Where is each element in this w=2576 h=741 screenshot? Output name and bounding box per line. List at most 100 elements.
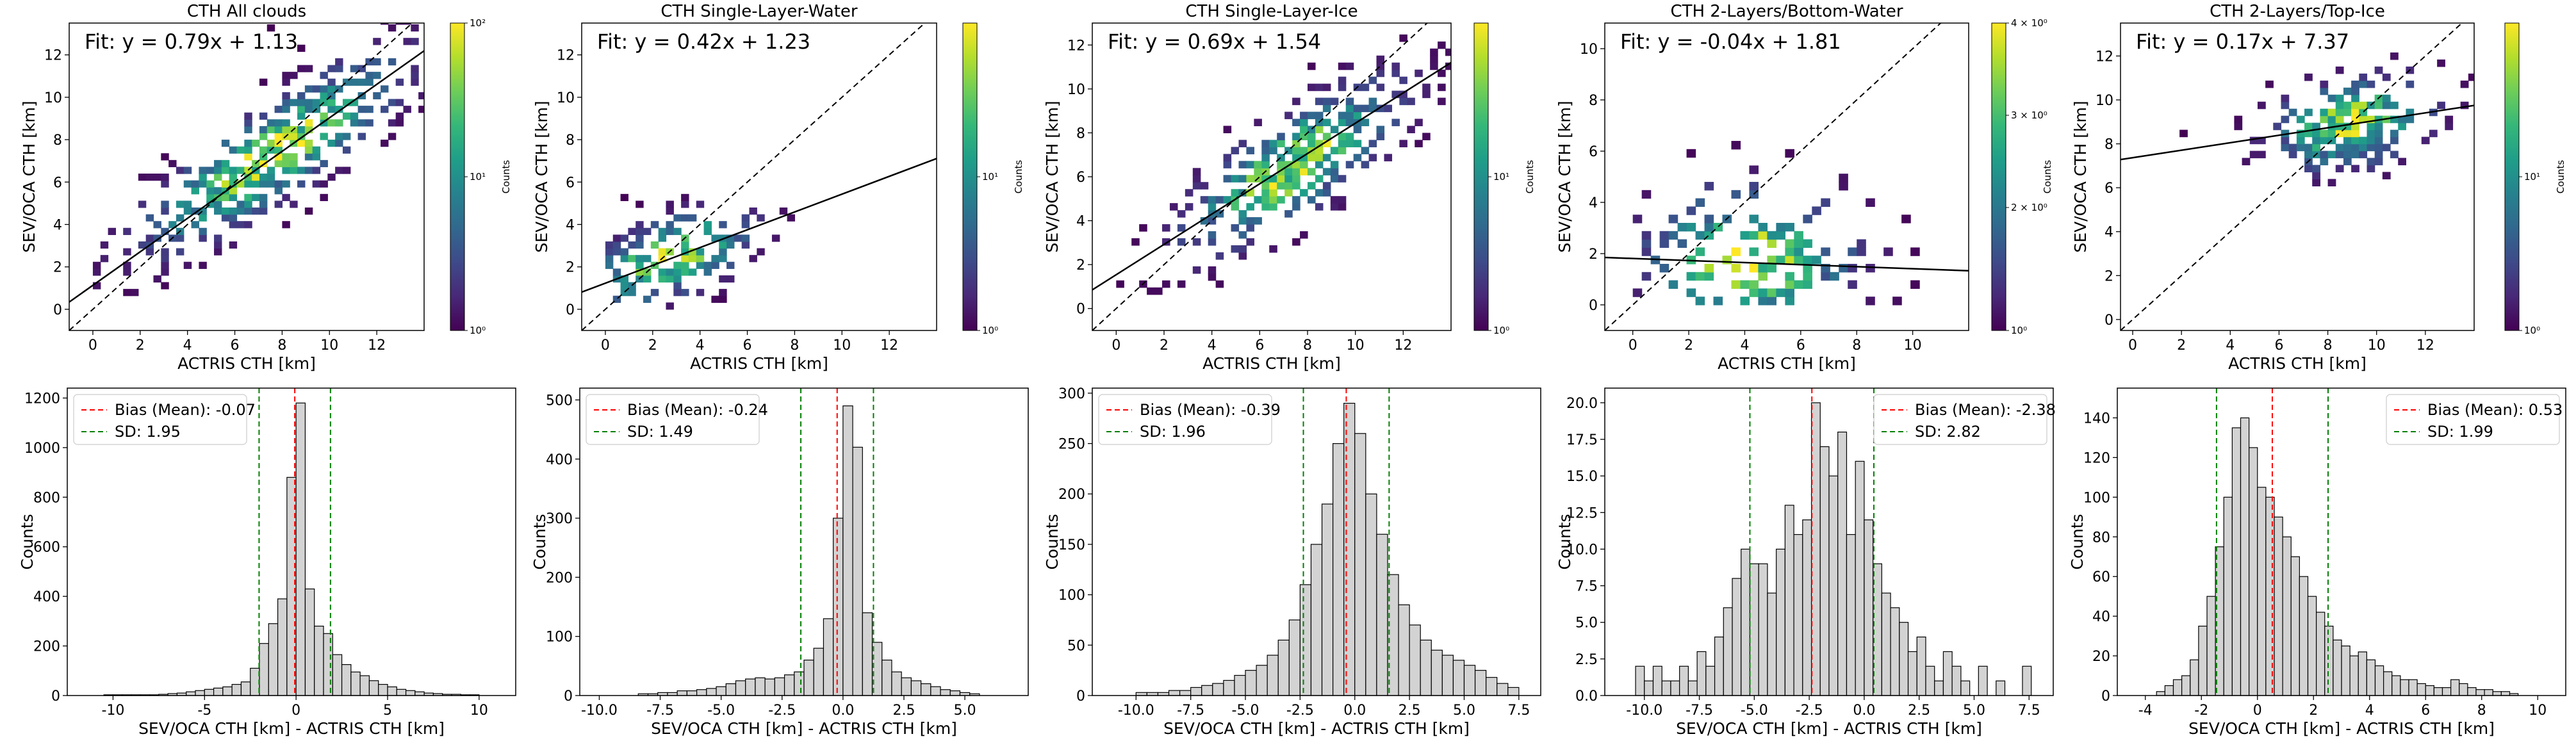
density-cell (1866, 297, 1875, 305)
density-cell (2351, 80, 2359, 88)
density-cell (1353, 111, 1362, 120)
density-cell (2327, 151, 2336, 159)
density-cell (2296, 129, 2305, 138)
histogram-bar (2341, 645, 2350, 696)
density-cell (1231, 203, 1240, 211)
density-cell (1284, 182, 1293, 190)
density-cell (636, 200, 644, 208)
density-cell (229, 187, 238, 195)
density-cell (206, 200, 215, 208)
density-cell (1246, 147, 1254, 154)
colorbar-tick-label: 10² (470, 17, 486, 29)
density-cell (335, 167, 343, 174)
histogram-ytick-label: 0.0 (1575, 688, 1598, 704)
density-cell (1231, 189, 1240, 197)
density-cell (1269, 147, 1277, 154)
legend-bias-label: Bias (Mean): -0.24 (627, 401, 768, 419)
density-cell (229, 193, 238, 202)
density-cell (771, 234, 780, 242)
density-cell (1776, 256, 1785, 265)
density-cell (236, 180, 245, 188)
density-cell (1749, 288, 1759, 297)
density-cell (2281, 115, 2290, 124)
density-cell (1345, 104, 1354, 113)
density-cell (259, 133, 268, 140)
density-cell (2312, 129, 2321, 138)
histogram-ylabel: Counts (1555, 514, 1574, 569)
histogram-ytick-label: 500 (546, 393, 573, 409)
density-cell (1353, 104, 1362, 113)
histogram-bar (259, 643, 269, 696)
histogram-bar (716, 686, 726, 696)
histogram-bar (852, 446, 863, 696)
density-cell (1839, 174, 1848, 183)
density-cell (1116, 280, 1124, 288)
density-cell (2367, 158, 2375, 166)
density-cell (282, 119, 290, 127)
density-cell (1749, 215, 1759, 224)
density-cell (741, 221, 750, 229)
density-cell (2257, 151, 2266, 159)
density-cell (365, 78, 373, 86)
density-cell (2398, 115, 2407, 124)
histogram-xtick-label: 5.0 (954, 703, 976, 719)
histogram-ytick-label: 1000 (24, 441, 60, 457)
density-cell (1848, 247, 1857, 256)
density-cell (1695, 272, 1705, 281)
density-cell (1659, 239, 1669, 248)
density-cell (1162, 280, 1170, 288)
histogram-bar (2416, 683, 2426, 696)
histogram-bar (2240, 417, 2250, 696)
density-cell (199, 174, 207, 181)
histogram-bar (706, 688, 717, 696)
density-cell (1277, 175, 1285, 183)
density-cell (221, 140, 230, 147)
density-cell (342, 133, 351, 140)
density-cell (244, 174, 252, 181)
density-cell (1338, 76, 1347, 85)
heatmap-xtick-label: 4 (696, 338, 705, 354)
density-cell (2304, 122, 2313, 131)
histogram-ytick-label: 20 (2092, 649, 2110, 665)
histogram-bar (1758, 563, 1768, 696)
histogram-xtick-label: 6 (2421, 703, 2430, 719)
histogram-ytick-label: 50 (1067, 638, 1085, 654)
heatmap-ytick-label: 4 (2104, 225, 2113, 241)
density-cell (1399, 97, 1407, 106)
histogram-bar (1696, 651, 1707, 696)
histogram-bar (1741, 548, 1751, 696)
density-cell (229, 208, 238, 215)
density-cell (282, 153, 290, 161)
colorbar: 10⁰ 10¹ Counts (1473, 22, 1536, 336)
density-cell (2359, 101, 2368, 110)
heatmap-ytick-label: 10 (2096, 93, 2113, 109)
density-cell (1300, 126, 1308, 134)
density-cell (1322, 168, 1331, 175)
histogram-bar (295, 402, 306, 696)
density-cell (2343, 151, 2352, 159)
histogram-bar (686, 690, 698, 696)
density-cell (161, 227, 169, 235)
density-cell (259, 180, 268, 188)
density-cell (1376, 69, 1385, 77)
histogram-bar (1441, 655, 1454, 696)
density-cell (388, 119, 397, 127)
density-cell (1785, 288, 1794, 297)
density-cell (1322, 133, 1331, 140)
density-cell (183, 180, 192, 188)
density-cell (1445, 62, 1451, 70)
histogram-xlabel: SEV/OCA CTH [km] - ACTRIS CTH [km] (138, 719, 445, 738)
density-cell (206, 193, 215, 202)
density-cell (304, 153, 313, 161)
heatmap-xtick-label: 4 (1208, 338, 1217, 354)
fit-annotation: Fit: y = -0.04x + 1.81 (1620, 29, 1841, 54)
density-cell (620, 275, 628, 283)
density-cell (259, 208, 268, 215)
heatmap-xtick-label: 8 (2324, 338, 2333, 354)
histogram-bar (314, 626, 324, 696)
density-cell (2374, 129, 2383, 138)
density-cell (696, 248, 705, 256)
density-cell (1740, 280, 1750, 289)
density-cell (1353, 126, 1362, 134)
density-cell (123, 289, 131, 297)
